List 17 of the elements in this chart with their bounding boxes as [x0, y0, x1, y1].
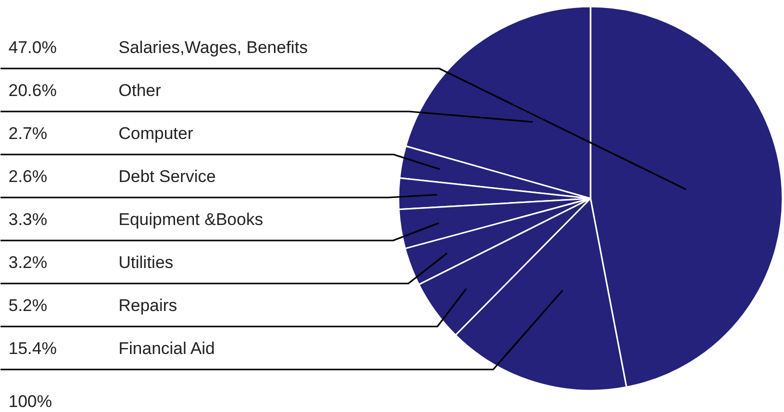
slice-label: Salaries,Wages, Benefits: [118, 38, 308, 57]
data-label: 15.4%: [8, 339, 57, 358]
data-label: 20.6%: [8, 81, 57, 100]
slice-label: Other: [118, 81, 162, 100]
data-label: 47.0%: [8, 38, 57, 57]
data-label: 2.6%: [8, 167, 48, 186]
data-label: 2.7%: [8, 124, 48, 143]
data-label: 3.3%: [8, 210, 48, 229]
slice-label: Equipment &Books: [118, 210, 264, 229]
data-label: 3.2%: [8, 253, 48, 272]
text: 100%: [8, 392, 52, 411]
slice-label: Computer: [118, 124, 194, 143]
slice-label: Debt Service: [118, 167, 216, 186]
slice-label: Utilities: [118, 253, 174, 272]
data-label: 5.2%: [8, 296, 48, 315]
slice-label: Repairs: [118, 296, 178, 315]
slice-label: Financial Aid: [118, 339, 215, 358]
